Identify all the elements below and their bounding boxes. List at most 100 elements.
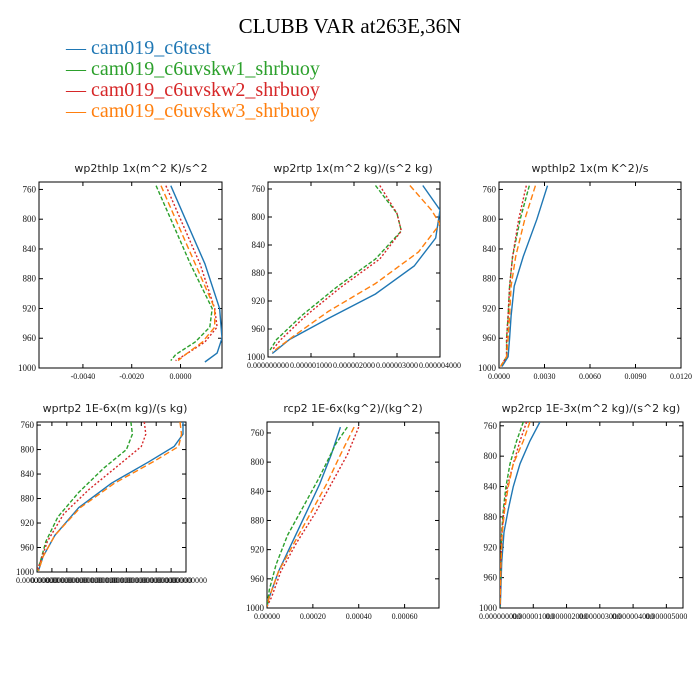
chart-panel: wpthlp2 1x(m K^2)/s 760 800 840 880 920 960 100… bbox=[478, 162, 692, 381]
series-line-2 bbox=[267, 426, 348, 607]
y-tick-label: 880 bbox=[251, 515, 265, 525]
y-tick-label: 760 bbox=[483, 184, 497, 194]
y-tick-label: 1000 bbox=[18, 363, 37, 373]
x-tick-label: 0.000000000 bbox=[120, 576, 162, 585]
x-tick-label: -0.0040 bbox=[71, 372, 96, 381]
y-tick-label: 760 bbox=[252, 184, 266, 194]
y-tick-label: 760 bbox=[23, 184, 37, 194]
legend-label: cam019_c6uvskw1_shrbuoy bbox=[91, 58, 320, 80]
x-tick-label: 0.000000000 bbox=[247, 361, 289, 370]
series-line-2 bbox=[269, 185, 403, 351]
x-tick-label: 0.000001000 bbox=[512, 612, 554, 621]
series-line-1 bbox=[500, 422, 541, 607]
legend-label: cam019_c6uvskw2_shrbuoy bbox=[91, 79, 320, 101]
y-tick-label: 920 bbox=[251, 545, 265, 555]
y-tick-label: 1000 bbox=[479, 603, 498, 613]
x-tick-label: 0.000000000 bbox=[165, 576, 207, 585]
plot-frame bbox=[266, 421, 440, 609]
x-tick-label: 0.000003000 bbox=[376, 361, 418, 370]
y-tick-label: 880 bbox=[484, 512, 498, 522]
y-tick-label: 760 bbox=[21, 420, 35, 430]
x-tick-label: 0.0030 bbox=[534, 372, 556, 381]
legend-item-c6test: — cam019_c6test bbox=[66, 38, 396, 59]
x-tick-label: 0.000000000 bbox=[76, 576, 118, 585]
series-line-1 bbox=[170, 185, 222, 363]
series-line-2 bbox=[37, 422, 134, 572]
y-tick-label: 920 bbox=[21, 518, 35, 528]
panel-title: wp2thlp 1x(m^2 K)/s^2 bbox=[74, 162, 207, 175]
plot-frame bbox=[38, 181, 223, 369]
y-tick-label: 880 bbox=[252, 268, 266, 278]
legend-label: cam019_c6test bbox=[91, 37, 211, 59]
x-tick-label: 0.000002000 bbox=[333, 361, 375, 370]
series-line-4 bbox=[267, 426, 355, 607]
x-tick-label: 0.00040 bbox=[346, 612, 372, 621]
x-tick-label: 0.000000000 bbox=[16, 576, 58, 585]
y-tick-label: 920 bbox=[483, 303, 497, 313]
y-tick-label: 920 bbox=[23, 303, 37, 313]
y-tick-label: 800 bbox=[251, 457, 265, 467]
y-tick-label: 840 bbox=[251, 486, 265, 496]
legend-line-icon: — bbox=[66, 58, 91, 80]
x-tick-label: 0.000000000 bbox=[46, 576, 88, 585]
y-tick-label: 880 bbox=[483, 274, 497, 284]
x-tick-label: 0.00020 bbox=[300, 612, 326, 621]
y-tick-label: 800 bbox=[21, 445, 35, 455]
legend-line-icon: — bbox=[66, 79, 91, 101]
x-tick-label: 0.0120 bbox=[670, 372, 692, 381]
series-line-4 bbox=[500, 422, 531, 607]
y-tick-label: 1000 bbox=[246, 603, 265, 613]
chart-panel: wp2rcp 1E-3x(m^2 kg)/(s^2 kg) 760 800 840 88… bbox=[479, 402, 687, 621]
panel-title: wpthlp2 1x(m K^2)/s bbox=[532, 162, 649, 175]
y-tick-label: 840 bbox=[23, 244, 37, 254]
x-tick-label: 0.000000000 bbox=[479, 612, 521, 621]
y-tick-label: 800 bbox=[484, 451, 498, 461]
legend: — cam019_c6test — cam019_c6uvskw1_shrbuo… bbox=[66, 38, 396, 122]
y-tick-label: 960 bbox=[483, 333, 497, 343]
y-tick-label: 840 bbox=[252, 240, 266, 250]
y-tick-label: 880 bbox=[21, 494, 35, 504]
x-tick-label: 0.000000000 bbox=[135, 576, 177, 585]
y-tick-label: 840 bbox=[483, 244, 497, 254]
x-tick-label: 0.000001000 bbox=[290, 361, 332, 370]
x-tick-label: 0.000002000 bbox=[546, 612, 588, 621]
x-tick-label: 0.000000000 bbox=[91, 576, 133, 585]
x-tick-label: 0.000000000 bbox=[150, 576, 192, 585]
plot-frame bbox=[267, 181, 441, 358]
x-tick-label: 0.000003000 bbox=[579, 612, 621, 621]
legend-line-icon: — bbox=[66, 37, 91, 59]
y-tick-label: 920 bbox=[484, 542, 498, 552]
x-tick-label: 0.000004000 bbox=[419, 361, 461, 370]
x-tick-label: 0.000000000 bbox=[105, 576, 147, 585]
x-tick-label: 0.000005000 bbox=[645, 612, 687, 621]
page-title: CLUBB VAR at263E,36N bbox=[238, 14, 462, 38]
y-tick-label: 960 bbox=[23, 333, 37, 343]
x-tick-label: 0.0000 bbox=[488, 372, 510, 381]
y-tick-label: 1000 bbox=[16, 567, 35, 577]
x-tick-label: 0.00000 bbox=[254, 612, 280, 621]
series-line-3 bbox=[165, 185, 218, 362]
x-tick-label: 0.000000000 bbox=[61, 576, 103, 585]
y-tick-label: 880 bbox=[23, 274, 37, 284]
legend-line-icon: — bbox=[66, 100, 91, 122]
y-tick-label: 840 bbox=[21, 469, 35, 479]
y-tick-label: 840 bbox=[484, 482, 498, 492]
plot-frame bbox=[498, 181, 682, 369]
chart-panel: wp2rtp 1x(m^2 kg)/(s^2 kg) 760 800 840 880 92… bbox=[247, 162, 461, 370]
x-tick-label: 0.0090 bbox=[625, 372, 647, 381]
y-tick-label: 760 bbox=[251, 428, 265, 438]
series-line-4 bbox=[37, 422, 183, 572]
chart-panel: rcp2 1E-6x(kg^2)/(kg^2) 760 800 840 880 920 96… bbox=[246, 402, 440, 621]
y-tick-label: 920 bbox=[252, 296, 266, 306]
series-line-1 bbox=[271, 185, 440, 355]
legend-item-uvskw2: — cam019_c6uvskw2_shrbuoy bbox=[66, 80, 396, 101]
y-tick-label: 1000 bbox=[478, 363, 497, 373]
series-line-1 bbox=[37, 422, 184, 572]
plot-frame bbox=[499, 421, 684, 609]
y-tick-label: 800 bbox=[483, 214, 497, 224]
y-tick-label: 960 bbox=[252, 324, 266, 334]
x-tick-label: 0.000000000 bbox=[31, 576, 73, 585]
series-line-3 bbox=[37, 422, 147, 572]
series-line-4 bbox=[499, 185, 537, 367]
